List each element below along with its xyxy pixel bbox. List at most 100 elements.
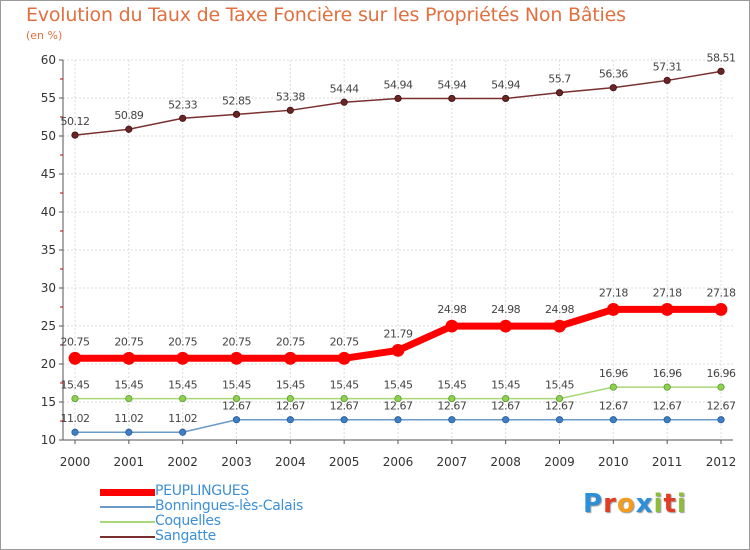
- logo-letter: i: [676, 489, 687, 519]
- legend-swatch: [100, 521, 155, 523]
- data-label: 16.96: [599, 367, 628, 380]
- data-label: 20.75: [114, 335, 143, 348]
- data-label: 12.67: [491, 400, 520, 413]
- data-point: [394, 94, 402, 103]
- data-label: 12.67: [276, 400, 305, 413]
- data-label: 12.67: [599, 400, 628, 413]
- legend-label: Coquelles: [155, 513, 221, 529]
- legend-label: Sangatte: [155, 528, 216, 544]
- data-label: 15.45: [330, 379, 359, 392]
- data-point: [555, 416, 564, 424]
- data-label: 54.94: [491, 78, 520, 91]
- data-label: 54.94: [437, 78, 466, 91]
- data-point: [71, 428, 79, 436]
- data-point: [125, 125, 133, 133]
- data-point: [179, 394, 187, 403]
- x-tick-label: 2012: [706, 455, 737, 469]
- data-point: [448, 94, 456, 103]
- data-point: [609, 383, 617, 391]
- data-label: 27.18: [653, 286, 682, 299]
- y-tick-label: 60: [41, 53, 56, 67]
- data-label: 50.89: [114, 109, 143, 122]
- data-point: [230, 351, 243, 365]
- x-tick-label: 2005: [329, 455, 360, 469]
- data-label: 15.45: [222, 379, 251, 392]
- data-label: 52.85: [222, 94, 251, 107]
- data-label: 15.45: [168, 379, 197, 392]
- data-point: [555, 89, 564, 97]
- logo-letter: i: [653, 489, 664, 519]
- data-point: [176, 351, 190, 365]
- x-tick-label: 2001: [114, 455, 145, 469]
- y-tick-label: 55: [41, 91, 56, 105]
- data-point: [125, 428, 133, 436]
- data-point: [502, 416, 510, 424]
- data-label: 57.31: [653, 60, 682, 73]
- x-tick-label: 2004: [275, 455, 306, 469]
- data-label: 20.75: [222, 335, 251, 348]
- x-tick-label: 2003: [221, 455, 252, 469]
- data-label: 12.67: [653, 400, 682, 413]
- data-label: 58.51: [707, 51, 736, 64]
- data-label: 53.38: [276, 90, 305, 103]
- data-point: [660, 303, 674, 316]
- x-tick-label: 2002: [167, 455, 198, 469]
- data-point: [286, 394, 294, 403]
- data-point: [555, 394, 564, 403]
- data-point: [232, 394, 241, 403]
- legend-label: PEUPLINGUES: [155, 483, 249, 499]
- logo-letter: x: [635, 489, 654, 519]
- data-label: 16.96: [707, 367, 736, 380]
- data-label: 12.67: [330, 400, 359, 413]
- data-point: [502, 394, 510, 403]
- grid-lines: [63, 59, 733, 440]
- data-point: [340, 98, 348, 106]
- y-tick-label: 20: [41, 357, 56, 371]
- data-label: 20.75: [330, 335, 359, 348]
- y-tick-label: 35: [41, 243, 56, 257]
- data-label: 12.67: [707, 400, 736, 413]
- y-tick-label: 30: [41, 281, 56, 295]
- chart-title: Evolution du Taux de Taxe Foncière sur l…: [26, 4, 626, 26]
- x-tick-label: 2010: [598, 455, 629, 469]
- x-tick-label: 2009: [544, 455, 575, 469]
- data-point: [663, 383, 671, 391]
- data-point: [714, 303, 728, 316]
- x-tick-label: 2006: [383, 455, 414, 469]
- proxiti-logo: Proxiti: [583, 489, 687, 519]
- data-label: 27.18: [707, 286, 736, 299]
- logo-letter: r: [603, 489, 617, 519]
- series-sangatte: [71, 67, 725, 139]
- y-tick-label: 45: [41, 167, 56, 181]
- data-point: [445, 319, 459, 333]
- data-label: 12.67: [545, 400, 574, 413]
- data-label: 15.45: [61, 379, 90, 392]
- y-axis-ticks: 10 15 20 25 30 35 40 45 50 55 60: [41, 53, 63, 447]
- data-label: 15.45: [545, 379, 574, 392]
- data-point: [606, 303, 620, 316]
- y-tick-label: 10: [41, 433, 56, 447]
- data-point: [286, 416, 294, 424]
- data-label: 20.75: [276, 335, 305, 348]
- data-point: [663, 76, 671, 85]
- x-tick-label: 2000: [60, 455, 91, 469]
- data-point: [609, 416, 617, 424]
- data-point: [448, 416, 456, 424]
- data-point: [717, 67, 725, 75]
- legend-swatch: [100, 506, 155, 508]
- data-point: [340, 394, 348, 403]
- y-unit-label: (en %): [26, 29, 63, 42]
- data-point: [717, 416, 725, 424]
- data-label: 15.45: [384, 379, 413, 392]
- data-label: 50.12: [61, 115, 90, 128]
- data-point: [283, 351, 297, 365]
- data-point: [609, 84, 617, 92]
- logo-letter: o: [616, 489, 636, 519]
- data-point: [340, 416, 348, 424]
- data-label: 12.67: [384, 400, 413, 413]
- data-label: 11.02: [61, 412, 90, 425]
- data-point: [499, 319, 513, 333]
- data-point: [448, 394, 456, 403]
- legend-swatch: [100, 488, 155, 496]
